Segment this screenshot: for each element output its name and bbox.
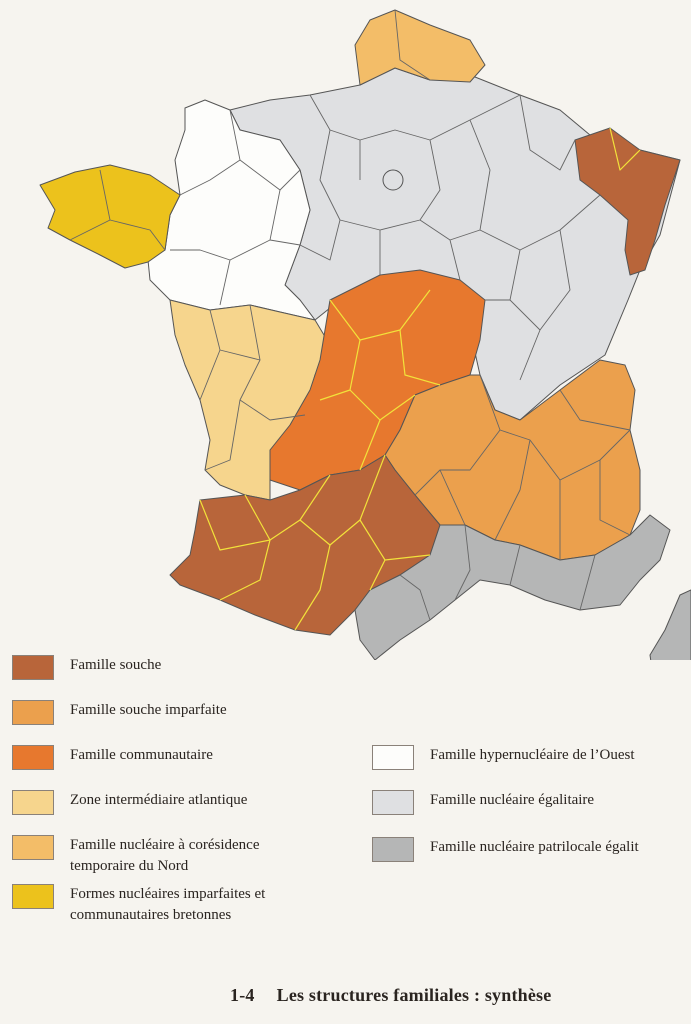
caption-number: 1-4: [230, 985, 255, 1005]
legend-item-famille-souche: Famille souche: [12, 655, 161, 680]
france-map: [39, 9, 691, 660]
legend-swatch: [372, 745, 414, 770]
legend-swatch: [12, 700, 54, 725]
region-patrilocale: [354, 514, 671, 660]
department-borders: [69, 9, 631, 621]
legend-swatch: [372, 790, 414, 815]
figure-caption: 1-4 Les structures familiales : synthèse: [230, 985, 551, 1006]
legend-label: Famille hypernucléaire de l’Ouest: [430, 747, 635, 763]
legend-label: Famille nucléaire patrilocale égalit: [430, 839, 639, 855]
legend-swatch: [372, 837, 414, 862]
legend-swatch: [12, 655, 54, 680]
legend-label: Zone intermédiaire atlantique: [70, 792, 248, 808]
legend-swatch: [12, 884, 54, 909]
legend-swatch: [12, 745, 54, 770]
legend-item-nucleaire-egalitaire: Famille nucléaire égalitaire: [372, 790, 594, 815]
legend-label: Famille communautaire: [70, 747, 213, 763]
department-borders-yellow: [199, 127, 641, 631]
legend-item-patrilocale: Famille nucléaire patrilocale égalit: [372, 837, 639, 862]
region-corse: [649, 589, 691, 660]
legend-label: Famille souche imparfaite: [70, 702, 227, 718]
legend-item-hypernucleaire-ouest: Famille hypernucléaire de l’Ouest: [372, 745, 635, 770]
legend-label: Famille nucléaire égalitaire: [430, 792, 595, 808]
legend-swatch: [12, 790, 54, 815]
legend-item-nord-coresidence: Famille nucléaire à corésidence temporai…: [12, 835, 260, 877]
legend-item-zone-atlantique: Zone intermédiaire atlantique: [12, 790, 247, 815]
caption-title: Les structures familiales : synthèse: [276, 985, 552, 1005]
region-bretagne: [39, 164, 181, 269]
legend-label: Famille souche: [70, 657, 162, 673]
legend-item-bretonne: Formes nucléaires imparfaites et communa…: [12, 884, 265, 926]
region-nord-coresidence: [354, 9, 486, 86]
paris-marker: [382, 169, 404, 191]
legend-label: Famille nucléaire à corésidence temporai…: [70, 837, 260, 874]
legend-swatch: [12, 835, 54, 860]
legend-label: Formes nucléaires imparfaites et communa…: [70, 886, 266, 923]
legend-item-famille-souche-imparfaite: Famille souche imparfaite: [12, 700, 227, 725]
legend-item-famille-communautaire: Famille communautaire: [12, 745, 213, 770]
